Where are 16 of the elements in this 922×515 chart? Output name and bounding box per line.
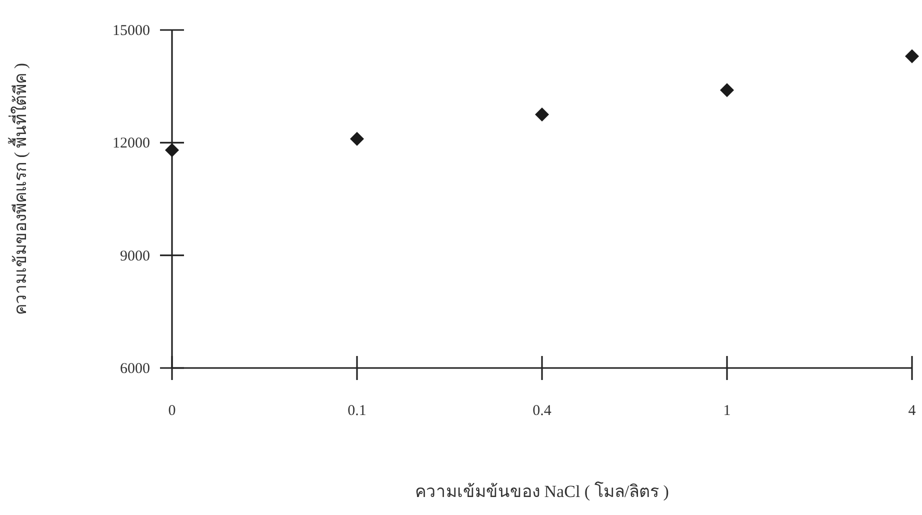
x-tick-label: 4 [908,403,916,419]
x-tick-label: 0 [168,403,176,419]
y-tick-label: 15000 [112,23,150,39]
y-axis-title: ความเข้มของพีคแรก ( พื้นที่ใต้พีค ) [8,62,30,316]
point [350,132,364,146]
point [165,143,179,158]
x-tick-label: 0.4 [532,403,552,419]
y-tick-label: 9000 [120,248,150,264]
x-tick-label: 0.1 [348,403,366,419]
y-tick-label: 6000 [120,361,150,377]
point [905,49,919,64]
point [535,108,549,122]
x-tick-label: 1 [723,403,731,419]
point [720,83,734,98]
y-tick-label: 12000 [112,136,150,152]
x-axis-title: ความเข้มข้นของ NaCl ( โมล/ลิตร ) [415,481,669,501]
